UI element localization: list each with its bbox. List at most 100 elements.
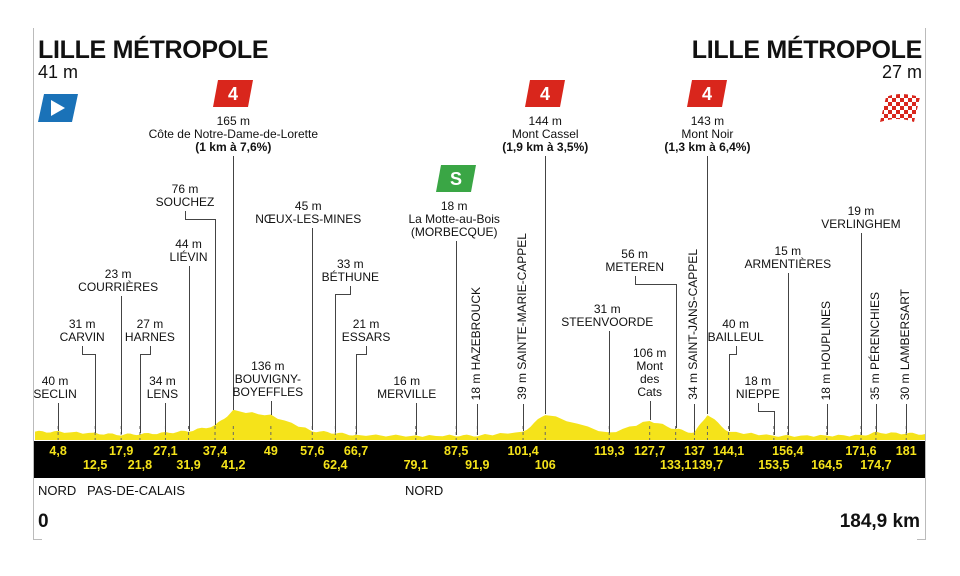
place-label: 18 m La Motte-au-Bois (MORBECQUE) (408, 200, 499, 239)
leader-line (366, 346, 368, 354)
place-label: 44 m LIÉVIN (170, 238, 208, 264)
km-marker: 101,4 (507, 444, 539, 458)
leader-line (826, 404, 828, 435)
place-label: 144 m Mont Cassel (1,9 km à 3,5%) (502, 115, 588, 154)
climb-category-badge-icon: 4 (213, 80, 254, 107)
climb-category-badge-icon: 4 (525, 80, 566, 107)
place-name: ARMENTIÈRES (744, 257, 832, 271)
leader-line (773, 411, 775, 435)
km-marker: 153,5 (758, 458, 790, 472)
place-label: 76 m SOUCHEZ (156, 183, 215, 209)
sprint-badge-icon: S (436, 165, 477, 192)
place-label: 40 m BAILLEUL (708, 318, 764, 344)
km-marker: 66,7 (343, 444, 369, 458)
km-marker: 181 (895, 444, 917, 458)
place-label: 165 m Côte de Notre-Dame-de-Lorette (1 km … (149, 115, 318, 154)
place-name: SECLIN (33, 387, 77, 401)
place-name: LENS (146, 387, 179, 401)
start-flag-icon (38, 94, 78, 122)
km-marker: 171,6 (845, 444, 877, 458)
place-name: VERLINGHEM (821, 217, 901, 231)
place-label: 31 m CARVIN (60, 318, 105, 344)
finish-title: LILLE MÉTROPOLE (691, 36, 923, 64)
place-elevation: 76 m (171, 182, 199, 196)
region-label: NORD (405, 483, 444, 498)
finish-elevation: 27 m (881, 62, 922, 82)
place-elevation: 165 m (216, 114, 250, 128)
place-name: COURRIÈRES (78, 280, 159, 294)
place-name: Mont Noir (681, 127, 734, 141)
leader-line (335, 294, 337, 433)
km-marker: 62,4 (323, 458, 348, 472)
place-name: des (639, 372, 660, 386)
distance-end: 184,9 km (839, 511, 920, 532)
place-label-vertical: 18 m HAZEBROUCK (469, 286, 484, 400)
km-marker: 4,8 (49, 444, 67, 458)
place-elevation: 23 m (104, 267, 132, 281)
place-elevation: 19 m (847, 204, 875, 218)
climb-detail: (1,9 km à 3,5%) (502, 140, 589, 154)
leader-line (477, 404, 479, 435)
place-elevation: 34 m (149, 374, 176, 388)
leader-line (335, 294, 352, 295)
leader-line (149, 346, 151, 354)
km-marker: 87,5 (444, 444, 469, 458)
place-elevation: 18 m (440, 199, 468, 213)
climb-category-badge-icon: 4 (687, 80, 728, 107)
leader-line (757, 411, 775, 412)
place-label: 18 m NIEPPE (736, 375, 780, 401)
place-label: 27 m HARNES (125, 318, 175, 344)
km-marker: 164,5 (811, 458, 843, 472)
leader-line (609, 331, 611, 433)
svg-text:4: 4 (540, 84, 550, 104)
leader-line (188, 266, 190, 431)
place-label: 21 m ESSARS (342, 318, 391, 344)
place-elevation: 21 m (352, 317, 380, 331)
place-label: 56 m METEREN (605, 248, 664, 274)
place-elevation: 33 m (337, 257, 364, 271)
place-name: (MORBECQUE) (410, 225, 498, 239)
leader-line (728, 354, 730, 432)
place-name: BOYEFFLES (232, 385, 304, 399)
leader-line (456, 241, 458, 435)
frame-left (33, 28, 34, 540)
svg-text:S: S (450, 169, 462, 189)
place-label: 31 m STEENVOORDE (561, 303, 653, 329)
place-elevation: 136 m (251, 359, 285, 373)
place-label-vertical: 35 m PÉRENCHIES (867, 291, 882, 400)
place-elevation: 45 m (294, 199, 322, 213)
km-marker: 127,7 (634, 444, 666, 458)
place-label: 45 m NŒUX-LES-MINES (255, 200, 361, 226)
climb-detail: (1 km à 7,6%) (195, 140, 272, 154)
place-elevation: 40 m (41, 374, 69, 388)
km-marker: 37,4 (202, 444, 228, 458)
km-marker: 144,1 (712, 444, 745, 458)
km-marker: 156,4 (772, 444, 804, 458)
place-name: BÉTHUNE (321, 270, 380, 284)
leader-line (787, 273, 789, 436)
leader-line (675, 284, 677, 429)
leader-line (728, 354, 737, 355)
km-band (34, 441, 925, 478)
place-label: 33 m BÉTHUNE (322, 258, 379, 284)
profile-area (35, 409, 925, 440)
place-name: La Motte-au-Bois (408, 212, 500, 226)
leader-line (634, 284, 677, 285)
place-name: NŒUX-LES-MINES (255, 212, 362, 226)
leader-line (185, 219, 217, 220)
svg-text:4: 4 (228, 84, 238, 104)
place-label-vertical: 34 m SAINT-JANS-CAPPEL (686, 249, 701, 400)
leader-line (185, 211, 187, 219)
place-label: 143 m Mont Noir (1,3 km à 6,4%) (664, 115, 750, 154)
place-elevation: 144 m (528, 114, 562, 128)
place-label: 40 m SECLIN (33, 375, 76, 401)
place-elevation: 143 m (690, 114, 725, 128)
place-name: SOUCHEZ (155, 195, 215, 209)
climb-detail: (1,3 km à 6,4%) (664, 140, 751, 154)
leader-line (860, 233, 862, 435)
place-name: HARNES (124, 330, 175, 344)
place-label: 106 m Mont des Cats (633, 347, 666, 399)
place-name: Mont (636, 359, 664, 373)
leader-line (270, 401, 272, 415)
km-marker: 119,3 (593, 444, 625, 458)
